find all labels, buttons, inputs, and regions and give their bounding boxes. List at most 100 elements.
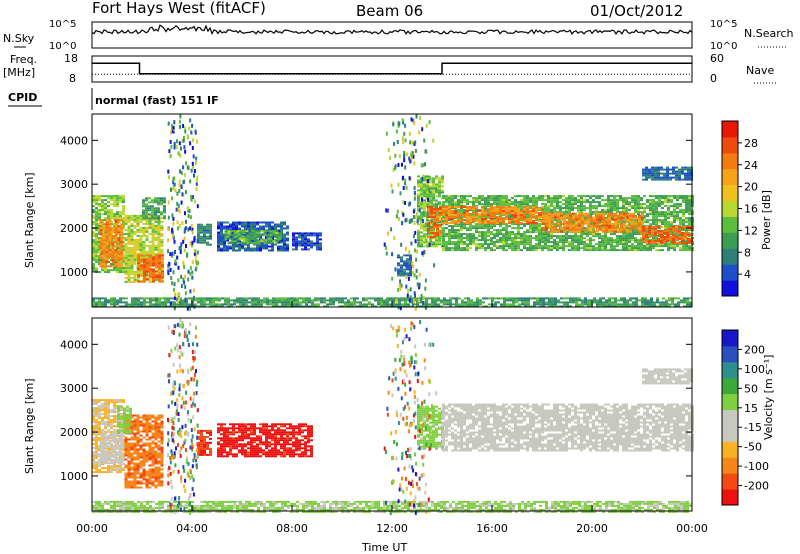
range-cell — [623, 218, 626, 221]
range-cell — [499, 229, 502, 232]
range-cell — [114, 263, 118, 266]
range-cell — [520, 243, 523, 246]
range-cell — [565, 203, 568, 206]
range-cell — [617, 216, 620, 219]
range-cell — [463, 216, 466, 219]
range-cell — [584, 214, 587, 217]
range-cell — [649, 205, 652, 208]
range-cell — [478, 199, 481, 202]
range-cell — [400, 266, 403, 269]
range-cell — [520, 199, 523, 202]
range-cell — [472, 220, 475, 223]
range-cell — [277, 249, 280, 252]
range-cell — [673, 221, 676, 224]
range-cell — [542, 220, 545, 223]
range-cell — [220, 233, 223, 236]
range-cell — [589, 223, 592, 226]
range-cell — [511, 227, 514, 230]
range-cell — [634, 239, 637, 242]
range-cell — [101, 301, 104, 304]
range-cell — [523, 201, 526, 204]
range-cell — [655, 221, 658, 224]
range-cell — [157, 232, 161, 235]
range-cell — [526, 231, 529, 234]
range-cell — [280, 227, 283, 230]
range-cell — [637, 205, 640, 208]
range-cell — [107, 195, 110, 198]
range-cell — [529, 225, 532, 228]
range-cell — [451, 197, 454, 200]
range-cell — [631, 201, 634, 204]
range-cell — [307, 244, 310, 247]
range-cell — [673, 209, 676, 212]
range-cell — [679, 221, 682, 224]
range-cell — [423, 195, 426, 198]
range-cell — [593, 216, 596, 219]
range-cell — [145, 276, 149, 279]
range-cell — [148, 250, 152, 253]
range-cell — [142, 242, 146, 245]
freq-panel-frame — [91, 55, 693, 83]
range-cell — [560, 212, 563, 215]
range-cell — [124, 244, 128, 247]
range-cell — [111, 227, 115, 230]
range-cell — [353, 305, 356, 308]
range-cell — [463, 241, 466, 244]
range-cell — [589, 241, 592, 244]
range-cell — [648, 229, 651, 232]
range-cell — [658, 227, 661, 230]
range-cell — [634, 211, 637, 214]
range-cell — [660, 235, 663, 238]
range-cell — [164, 301, 167, 304]
range-cell — [638, 228, 641, 231]
range-cell — [643, 245, 646, 248]
range-cell — [631, 247, 634, 250]
range-cell — [105, 239, 109, 242]
range-cell — [622, 231, 625, 234]
range-cell — [119, 195, 122, 198]
range-cell — [254, 234, 258, 237]
range-cell — [493, 195, 496, 198]
range-cell — [314, 303, 317, 306]
range-cell — [133, 214, 137, 217]
range-cell — [102, 223, 106, 226]
range-cell — [163, 217, 166, 220]
range-cell — [613, 201, 616, 204]
range-cell — [625, 241, 628, 244]
range-cell — [143, 258, 146, 261]
range-cell — [304, 238, 307, 241]
range-cell — [114, 265, 118, 268]
range-cell — [508, 243, 511, 246]
range-cell — [116, 299, 119, 302]
range-cell — [577, 243, 580, 246]
range-cell — [666, 227, 669, 230]
range-cell — [654, 227, 657, 230]
range-cell — [645, 233, 648, 236]
range-cell — [457, 212, 460, 215]
range-cell — [682, 249, 685, 252]
range-cell — [130, 266, 134, 269]
range-cell — [499, 239, 502, 242]
range-cell — [142, 234, 146, 237]
range-cell — [667, 209, 670, 212]
range-cell — [182, 305, 185, 308]
range-cell — [687, 176, 690, 179]
range-cell — [119, 305, 122, 308]
range-cell — [139, 218, 143, 221]
range-cell — [154, 218, 158, 221]
range-cell — [571, 201, 574, 204]
range-cell — [292, 240, 295, 243]
range-cell — [593, 220, 596, 223]
range-cell — [589, 229, 592, 232]
range-cell — [601, 249, 604, 252]
range-cell — [622, 199, 625, 202]
range-cell — [688, 235, 691, 238]
range-cell — [158, 254, 161, 257]
range-cell — [541, 233, 544, 236]
range-cell — [95, 235, 98, 238]
range-cell — [223, 241, 226, 244]
range-cell — [670, 199, 673, 202]
range-cell — [158, 280, 161, 283]
range-cell — [435, 177, 438, 180]
range-cell — [95, 239, 98, 242]
